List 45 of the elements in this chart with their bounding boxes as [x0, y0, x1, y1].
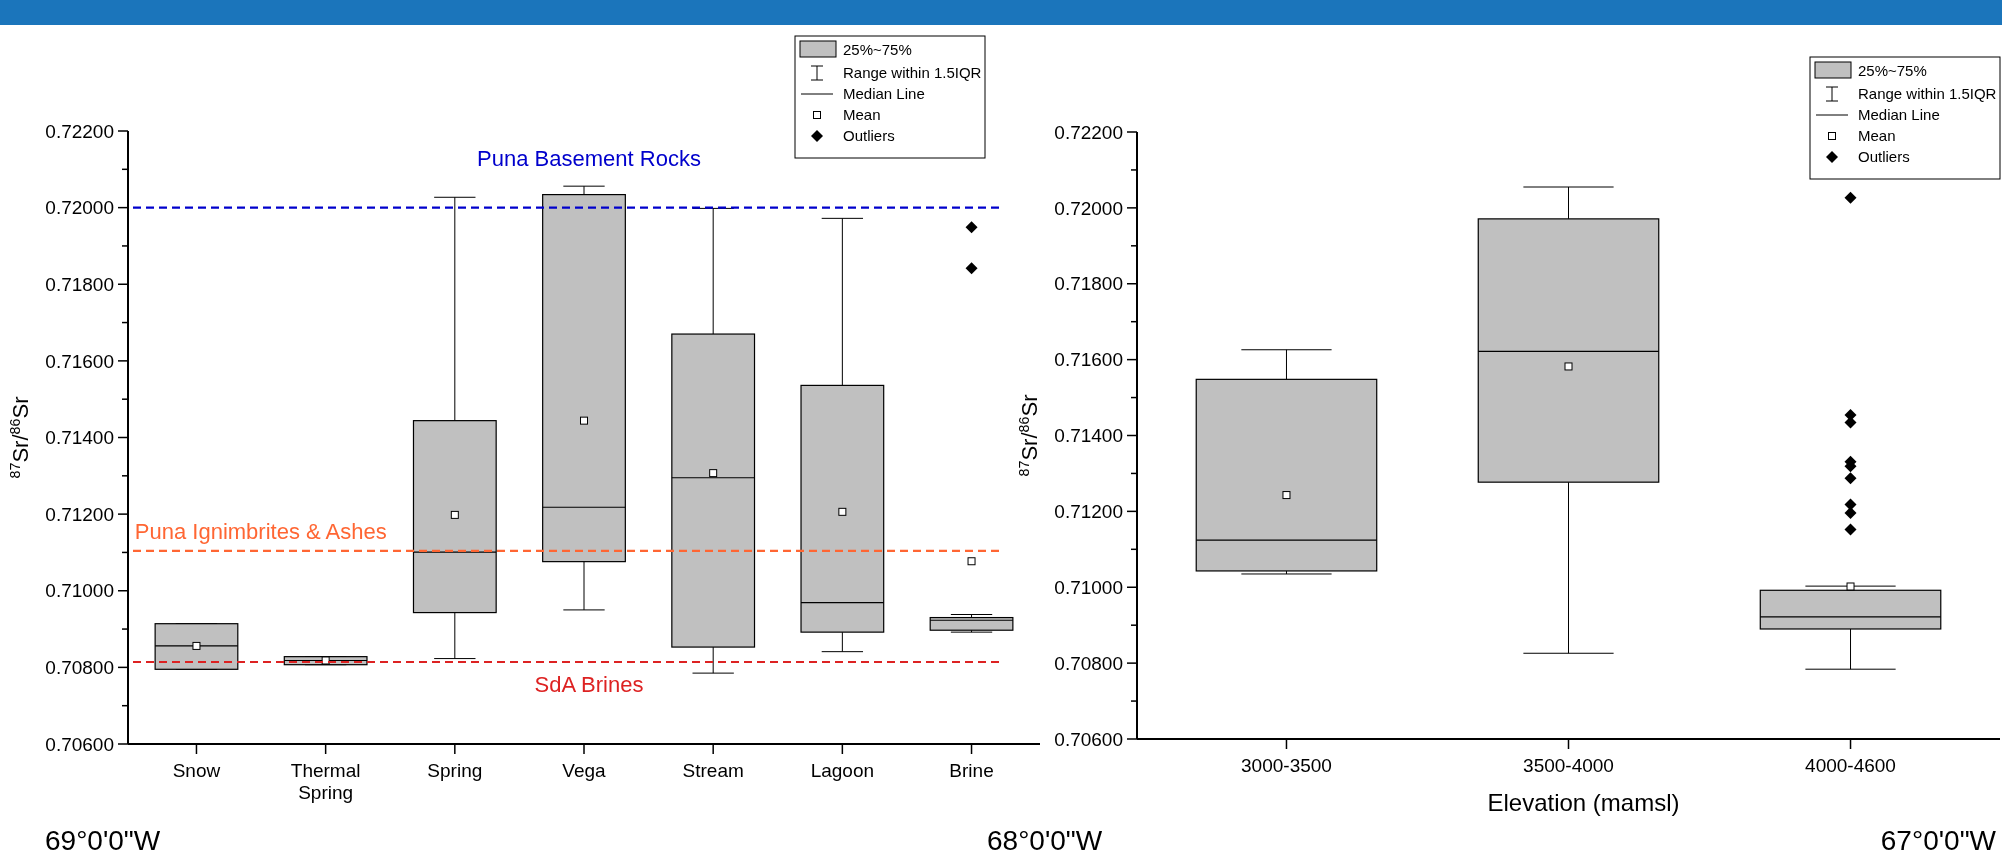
x-tick-label: Thermal Spring [290, 760, 361, 803]
y-tick-label: 0.71400 [45, 427, 114, 449]
y-tick-label: 0.70800 [1054, 652, 1123, 674]
annotation: Outliers [1858, 148, 1910, 165]
text: Mean [843, 106, 881, 123]
y-tick-label: 0.71600 [1054, 349, 1123, 371]
y-tick-label: 0.72000 [1054, 197, 1123, 219]
legend-label: 25%~75% [1858, 62, 1927, 79]
ref-line-label: Puna Ignimbrites & Ashes [134, 518, 387, 544]
y-tick-label: 0.70600 [1054, 728, 1123, 750]
y-tick-label: 0.71400 [1054, 425, 1123, 447]
annotation: Mean [1858, 127, 1896, 144]
text: 67°0'0"W [1880, 825, 1997, 856]
y-tick-label: 0.72200 [45, 120, 114, 142]
y-tick-label: 0.71000 [1054, 576, 1123, 598]
x-axis-title: Elevation (mamsl) [1487, 789, 1680, 816]
legend-label: 25%~75% [843, 41, 912, 58]
x-tick-label: Snow [172, 760, 221, 781]
y-tick-label: 0.70600 [45, 733, 114, 755]
x-tick-label: Brine [949, 760, 994, 781]
x-tick-label: 4000-4600 [1805, 755, 1896, 776]
x-tick-label: Stream [682, 760, 744, 781]
text: Median Line [843, 85, 925, 102]
text: Median Line [1858, 106, 1940, 123]
y-tick-label: 0.71200 [45, 503, 114, 525]
x-tick-label: 3500-4000 [1523, 755, 1614, 776]
text: 68°0'0"W [987, 825, 1103, 856]
ref-line-label: SdA Brines [534, 672, 644, 698]
y-tick-label: 0.71600 [45, 350, 114, 372]
annotation: Outliers [843, 127, 895, 144]
text: Range within 1.5IQR [843, 64, 982, 81]
y-tick-label: 0.71000 [45, 580, 114, 602]
y-tick-label: 0.72000 [45, 197, 114, 219]
ref-line-label: Puna Basement Rocks [477, 145, 701, 171]
y-tick-label: 0.71200 [1054, 501, 1123, 523]
y-tick-label: 0.71800 [45, 273, 114, 295]
y-tick-label: 0.72200 [1054, 121, 1123, 143]
x-tick-label: Lagoon [810, 760, 875, 781]
x-tick-label: 3000-3500 [1241, 755, 1332, 776]
y-tick-label: 0.70800 [45, 657, 114, 679]
text: Range within 1.5IQR [1858, 85, 1997, 102]
x-tick-label: Vega [562, 760, 607, 781]
text: 69°0'0"W [45, 825, 161, 856]
y-tick-label: 0.71800 [1054, 273, 1123, 295]
x-tick-label: Spring [427, 760, 483, 781]
